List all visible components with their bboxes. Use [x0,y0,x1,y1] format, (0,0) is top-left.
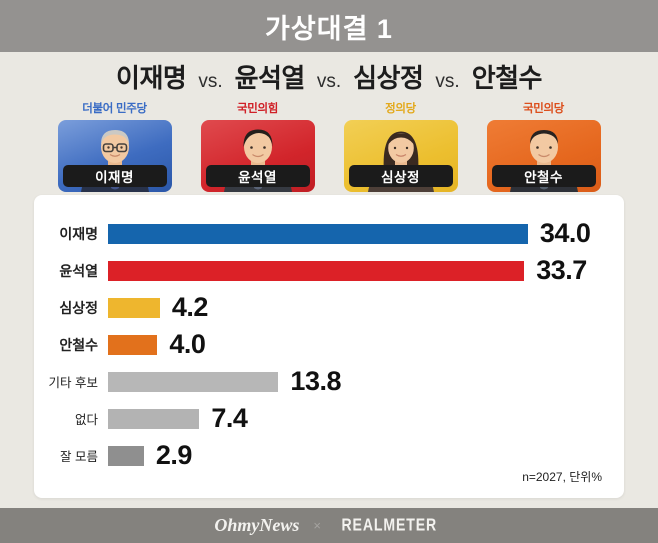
chart-row-value: 13.8 [290,366,341,396]
chart-bar [108,223,528,244]
poll-results-chart: 이재명 34.0 윤석열 33.7 심상정 4.2 안철수 4.0 기타 후보 … [34,195,624,498]
candidate-card: 정의당 심상정 [343,102,458,192]
footer-band: OhmyNews × REALMETER [0,508,658,543]
candidate-card: 국민의당 안철수 [486,102,601,192]
chart-row-label: 이재명 [59,225,98,242]
chart-row-label: 잘 모름 [60,450,98,464]
matchup-name: 심상정 [353,63,424,93]
chart-row: 기타 후보 13.8 [34,363,624,400]
chart-bar [108,408,200,429]
chart-row: 없다 7.4 [34,400,624,437]
candidate-name-badge: 이재명 [62,165,167,187]
candidate-photo: 윤석열 [200,120,315,192]
ohmynews-logo: OhmyNews [214,515,300,535]
party-label: 국민의당 [522,103,565,115]
chart-row: 잘 모름 2.9 [34,437,624,474]
chart-bar [108,334,158,355]
chart-row-label: 안철수 [59,336,98,353]
realmeter-logo: REALMETER [341,515,438,535]
candidates-row: 더불어 민주당 [0,98,658,192]
party-label: 더불어 민주당 [82,103,147,115]
chart-row: 심상정 4.2 [34,289,624,326]
chart-row-value: 33.7 [536,255,587,285]
chart-row-value: 4.2 [171,292,209,322]
candidate-name-badge: 안철수 [491,165,596,187]
matchup-name: 윤석열 [234,63,306,93]
candidate-name: 안철수 [524,170,563,185]
candidate-name-badge: 심상정 [348,165,453,187]
matchup-heading: 이재명 vs. 윤석열 vs. 심상정 vs. 안철수 [0,52,658,98]
candidate-name: 윤석열 [238,170,277,185]
candidate-card: 국민의힘 윤석열 [200,102,315,192]
chart-bar [108,297,160,318]
chart-row-value: 7.4 [211,403,248,433]
chart-row-label: 심상정 [59,299,98,316]
candidate-card: 더불어 민주당 [57,102,172,192]
party-label: 정의당 [385,103,416,115]
candidate-name: 심상정 [381,170,420,185]
x-separator: × [313,518,322,533]
vs-separator: vs. [316,71,342,92]
header-band: 가상대결 1 [0,0,658,52]
chart-row: 이재명 34.0 [34,215,624,252]
candidate-name-badge: 윤석열 [205,165,310,187]
chart-bar [108,445,144,466]
chart-row: 윤석열 33.7 [34,252,624,289]
chart-row-value: 2.9 [155,440,193,470]
candidate-photo: 이재명 [57,120,172,192]
vs-separator: vs. [198,71,223,92]
matchup-name: 안철수 [471,63,543,93]
chart-row-label: 윤석열 [59,262,98,279]
chart-row-label: 기타 후보 [48,376,98,390]
chart-row-value: 4.0 [169,329,206,359]
page-title: 가상대결 1 [265,13,393,44]
candidate-photo: 안철수 [486,120,601,192]
chart-row: 안철수 4.0 [34,326,624,363]
candidate-name: 이재명 [95,170,134,185]
chart-row-value: 34.0 [539,218,591,248]
party-label: 국민의힘 [236,103,279,115]
sample-size-note: n=2027, 단위% [522,470,602,484]
candidate-photo: 심상정 [343,120,458,192]
chart-bar [108,260,525,281]
matchup-name: 이재명 [116,63,187,93]
vs-separator: vs. [435,71,460,92]
chart-bar [108,371,279,392]
chart-row-label: 없다 [74,413,98,427]
